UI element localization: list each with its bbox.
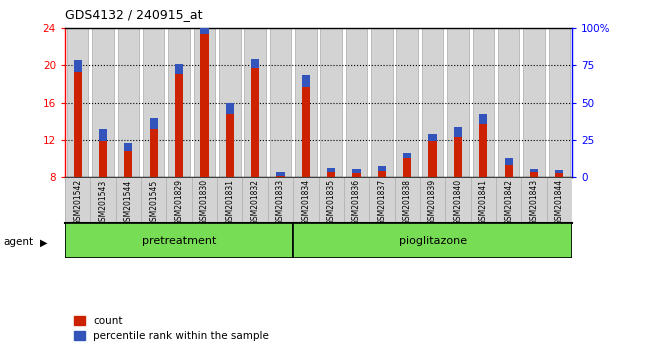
Bar xyxy=(549,28,570,177)
Text: GSM201842: GSM201842 xyxy=(504,179,513,225)
Text: pioglitazone: pioglitazone xyxy=(398,236,467,246)
Bar xyxy=(555,170,564,173)
Text: GSM201839: GSM201839 xyxy=(428,179,437,225)
Text: ▶: ▶ xyxy=(40,238,48,247)
Bar xyxy=(327,172,335,177)
Bar xyxy=(244,28,266,177)
Text: GSM201838: GSM201838 xyxy=(403,179,411,225)
Text: GSM201833: GSM201833 xyxy=(276,179,285,225)
Bar xyxy=(454,127,462,137)
Bar xyxy=(194,28,215,177)
Text: GSM201840: GSM201840 xyxy=(454,179,462,225)
Bar xyxy=(530,169,538,172)
Bar xyxy=(226,103,234,114)
Text: GSM201831: GSM201831 xyxy=(226,179,234,225)
Bar xyxy=(555,173,564,177)
Bar xyxy=(251,59,259,68)
Bar xyxy=(118,28,139,177)
Text: GSM201545: GSM201545 xyxy=(150,179,158,225)
Bar xyxy=(276,172,285,176)
Bar xyxy=(175,74,183,177)
Bar xyxy=(99,129,107,141)
Text: GDS4132 / 240915_at: GDS4132 / 240915_at xyxy=(65,8,203,21)
Text: pretreatment: pretreatment xyxy=(142,236,216,246)
Bar xyxy=(200,34,209,177)
Bar xyxy=(124,151,133,177)
Bar xyxy=(378,166,386,171)
Bar xyxy=(226,114,234,177)
Bar xyxy=(143,28,164,177)
Text: GSM201835: GSM201835 xyxy=(327,179,335,225)
Bar xyxy=(65,223,293,258)
Bar xyxy=(403,159,411,177)
Bar xyxy=(396,28,418,177)
Bar xyxy=(270,28,291,177)
Text: GSM201836: GSM201836 xyxy=(352,179,361,225)
Bar xyxy=(428,134,437,141)
Text: GSM201542: GSM201542 xyxy=(73,179,82,225)
Bar xyxy=(168,28,190,177)
Bar xyxy=(200,22,209,34)
Bar xyxy=(352,169,361,173)
Bar xyxy=(447,28,469,177)
Bar xyxy=(530,172,538,177)
Bar xyxy=(295,28,317,177)
Bar xyxy=(99,141,107,177)
Bar xyxy=(150,129,158,177)
Bar xyxy=(67,28,88,177)
Bar xyxy=(504,159,513,165)
Text: GSM201834: GSM201834 xyxy=(302,179,310,225)
Text: GSM201832: GSM201832 xyxy=(251,179,259,225)
Bar xyxy=(124,143,133,151)
Bar xyxy=(219,28,240,177)
Bar xyxy=(346,28,367,177)
Bar xyxy=(327,168,335,172)
Text: agent: agent xyxy=(3,238,33,247)
Bar xyxy=(422,28,443,177)
Bar xyxy=(473,28,494,177)
Legend: count, percentile rank within the sample: count, percentile rank within the sample xyxy=(70,312,273,345)
Text: GSM201841: GSM201841 xyxy=(479,179,488,225)
Bar xyxy=(320,28,342,177)
Text: GSM201829: GSM201829 xyxy=(175,179,183,225)
Bar xyxy=(251,68,259,177)
Bar xyxy=(73,60,82,72)
Bar xyxy=(479,114,488,124)
Text: GSM201543: GSM201543 xyxy=(99,179,107,225)
Text: GSM201843: GSM201843 xyxy=(530,179,538,225)
Bar xyxy=(73,72,82,177)
Bar xyxy=(378,171,386,177)
Bar xyxy=(454,137,462,177)
Bar xyxy=(479,124,488,177)
Text: GSM201830: GSM201830 xyxy=(200,179,209,225)
Bar xyxy=(504,165,513,177)
Bar xyxy=(403,153,411,159)
Bar xyxy=(352,173,361,177)
Bar xyxy=(371,28,393,177)
Bar xyxy=(498,28,519,177)
Bar xyxy=(523,28,545,177)
Bar xyxy=(302,75,310,87)
Text: GSM201544: GSM201544 xyxy=(124,179,133,225)
Text: GSM201837: GSM201837 xyxy=(378,179,386,225)
Bar xyxy=(92,28,114,177)
Bar xyxy=(428,141,437,177)
Bar xyxy=(150,119,158,129)
Bar xyxy=(175,64,183,74)
Bar xyxy=(293,223,572,258)
Bar xyxy=(276,176,285,177)
Bar xyxy=(302,87,310,177)
Text: GSM201844: GSM201844 xyxy=(555,179,564,225)
